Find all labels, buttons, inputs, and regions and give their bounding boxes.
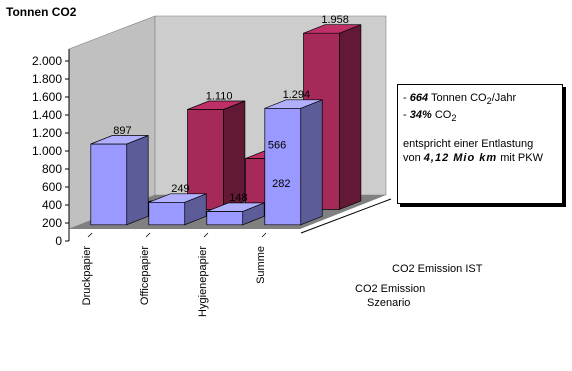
- y-tick-label: 1.800: [32, 72, 62, 86]
- bar-front: [148, 201, 186, 226]
- bar-front: [206, 211, 244, 226]
- y-tick-label: 1.600: [32, 90, 62, 104]
- note-distance: 4,12 Mio km: [423, 152, 498, 165]
- y-tick-label: 1.400: [32, 108, 62, 122]
- y-tick-label: 200: [42, 216, 62, 230]
- note-line-4: von 4,12 Mio km mit PKW: [403, 151, 558, 165]
- note-line-1-unit: Tonnen CO: [428, 92, 487, 104]
- note-line-2-prefix: -: [403, 109, 410, 122]
- note-line-4-prefix: von: [403, 152, 424, 165]
- depth-axis-line: [300, 198, 392, 234]
- summary-box: - 664 Tonnen CO2/Jahr - 34% CO2 entspric…: [397, 84, 563, 204]
- category-labels: Druckpapier Officepapier Hygienepapier Summ…: [81, 198, 392, 317]
- x-tick: [203, 232, 209, 238]
- x-tick: [145, 232, 151, 238]
- bar-top: [148, 193, 207, 203]
- value-labels: 1.110 566 1.958 897 249 148 1.294 282: [113, 14, 349, 204]
- category-label: Summe: [255, 246, 267, 284]
- note-line-1-prefix: -: [403, 92, 410, 104]
- bar-top: [206, 202, 265, 212]
- y-tick-label: 800: [42, 162, 62, 176]
- note-line-1-sub: 2: [486, 96, 492, 107]
- value-label: 1.110: [206, 90, 233, 102]
- bar-front: [90, 143, 128, 226]
- value-label: 897: [113, 125, 131, 137]
- chart-title: Tonnen CO2: [6, 5, 77, 19]
- series-label: Szenario: [367, 297, 410, 309]
- series-label: CO2 Emission IST: [392, 263, 483, 275]
- y-tick-label: 600: [42, 180, 62, 194]
- bar-co2-emission-szenario-druckpapier: [90, 134, 149, 226]
- note-line-2-sub: 2: [451, 113, 457, 124]
- bar-side: [126, 134, 149, 226]
- category-label: Officepapier: [139, 246, 151, 305]
- series-labels: CO2 Emission IST CO2 Emission Szenario: [355, 263, 483, 309]
- note-co2-percent: 34%: [409, 109, 432, 122]
- bar-co2-emission-szenario-hygienepapier: [206, 202, 265, 226]
- note-line-1: - 664 Tonnen CO2/Jahr: [403, 91, 558, 108]
- x-tick: [261, 232, 267, 238]
- note-line-2: - 34% CO2: [403, 108, 558, 125]
- bar-top: [187, 100, 246, 110]
- note-line-4-suffix: mit PKW: [497, 152, 543, 165]
- category-label: Druckpapier: [81, 246, 93, 306]
- note-co2-tonnes: 664: [409, 92, 429, 104]
- bar-top: [303, 24, 362, 34]
- bar-co2-emission-szenario-summe: [264, 99, 323, 226]
- bar-top: [90, 135, 149, 145]
- bar-front: [264, 107, 302, 226]
- value-label: 1.958: [321, 14, 349, 26]
- value-label: 282: [272, 178, 290, 190]
- y-tick-label: 2.000: [32, 54, 62, 68]
- category-label: Hygienepapier: [197, 246, 209, 317]
- bar-top: [264, 99, 323, 109]
- y-axis: 0 200 400 600 800 1.000 1.200 1.400 1.600 1.800 2.…: [32, 49, 70, 248]
- y-tick-label: 1.200: [32, 126, 62, 140]
- value-label: 1.294: [283, 89, 311, 101]
- note-line-1-suffix: /Jahr: [491, 92, 517, 104]
- bar-co2-emission-szenario-officepapier: [148, 193, 207, 226]
- value-label: 566: [268, 139, 286, 151]
- value-label: 148: [229, 192, 247, 204]
- y-tick-label: 400: [42, 198, 62, 212]
- series-label: CO2 Emission: [355, 283, 425, 295]
- bar-side: [300, 99, 323, 226]
- value-label: 249: [171, 183, 189, 195]
- bars: [90, 24, 362, 226]
- y-tick-label: 0: [55, 234, 62, 248]
- x-tick: [87, 232, 93, 238]
- note-line-3: entspricht einer Entlastung: [403, 138, 534, 151]
- bar-side: [339, 24, 362, 210]
- y-tick-label: 1.000: [32, 144, 62, 158]
- note-line-2-unit: CO: [431, 109, 452, 122]
